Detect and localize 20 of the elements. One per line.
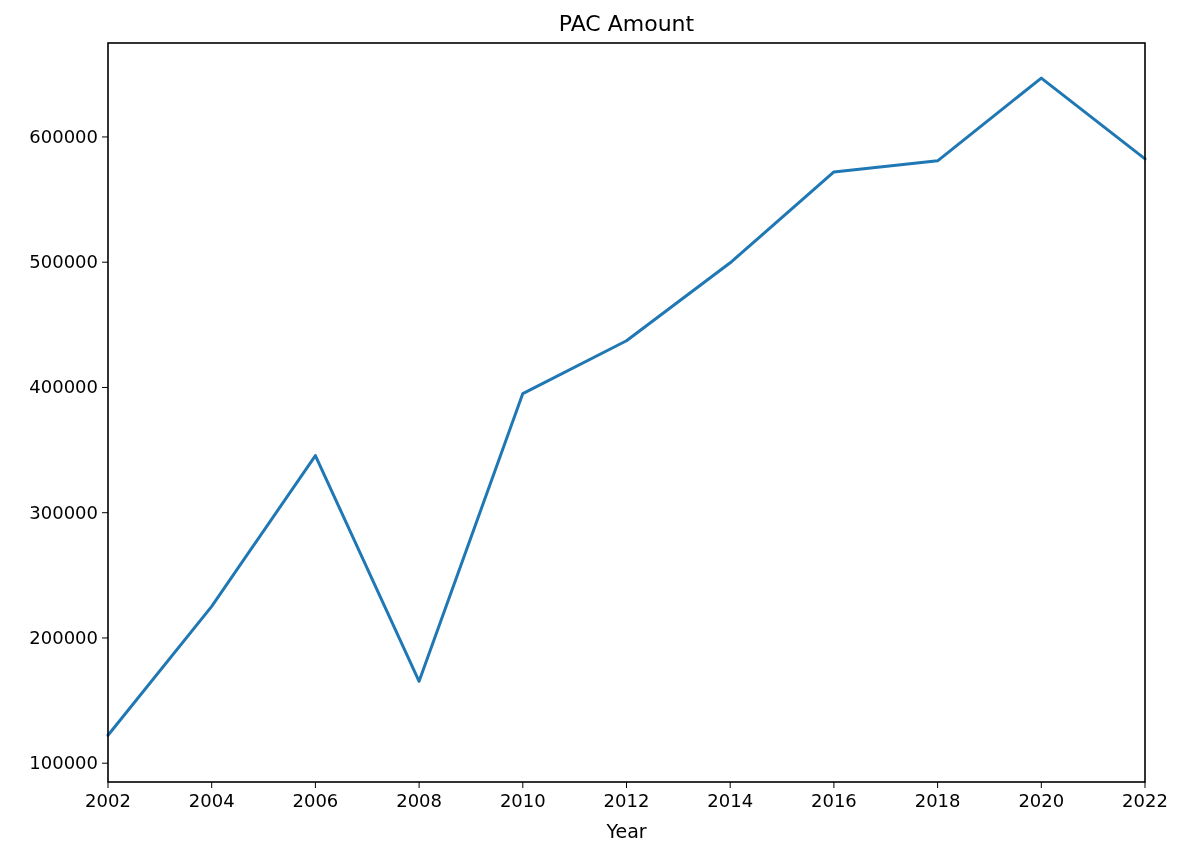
x-tick-label: 2014 [707, 790, 754, 811]
y-tick-label: 100000 [29, 752, 98, 774]
x-tick-label: 2010 [499, 790, 546, 811]
x-tick-label: 2008 [396, 790, 443, 811]
y-tick-label: 200000 [29, 626, 98, 648]
x-tick-label: 2002 [85, 790, 131, 811]
x-tick-label: 2012 [603, 790, 650, 811]
chart-title: PAC Amount [558, 11, 695, 36]
x-tick-label: 2004 [188, 790, 235, 811]
x-tick-label: 2018 [914, 790, 961, 811]
y-tick-label: 300000 [29, 501, 98, 523]
y-tick-label: 400000 [29, 376, 98, 398]
x-tick-label: 2016 [810, 790, 857, 811]
x-tick-label: 2020 [1018, 790, 1065, 811]
x-tick-label: 2022 [1122, 790, 1168, 811]
y-tick-label: 500000 [29, 251, 98, 273]
y-tick-label: 600000 [29, 125, 98, 147]
line-series [106, 76, 1147, 737]
x-tick-label: 2006 [292, 790, 339, 811]
x-axis-title: Year [605, 820, 647, 842]
